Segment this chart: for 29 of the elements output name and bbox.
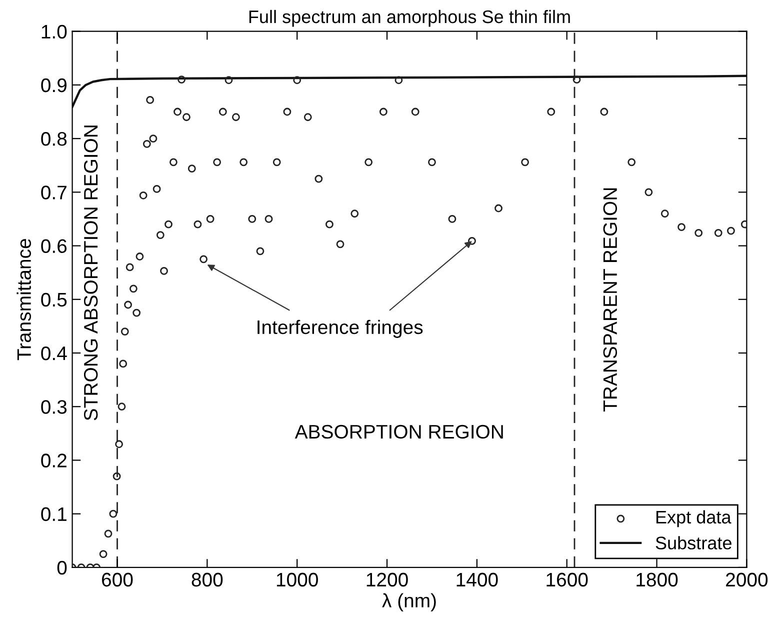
y-tick-label: 0.7	[41, 186, 66, 200]
x-tick-label: 1400	[456, 572, 498, 587]
legend-label: Substrate	[656, 536, 732, 550]
y-tick-label: 0.9	[41, 78, 67, 92]
y-tick-label: 0.2	[41, 454, 66, 468]
y-tick-label: 0.4	[41, 346, 67, 360]
chart-title: Full spectrum an amorphous Se thin film	[249, 10, 570, 27]
y-tick-label: 0.1	[41, 507, 66, 522]
x-tick-label: 1200	[366, 572, 408, 587]
annotation: TRANSPARENT REGION	[603, 188, 618, 412]
x-tick-label: 1000	[276, 572, 318, 587]
y-tick-label: 0.3	[41, 400, 67, 414]
x-tick-label: 1600	[546, 572, 588, 587]
annotation: Interference fringes	[258, 320, 423, 338]
legend-label: Expt data	[656, 510, 732, 528]
x-axis-title: λ (nm)	[382, 593, 436, 612]
x-tick-label: 1800	[636, 572, 678, 587]
y-tick-label: 0.8	[41, 132, 67, 146]
y-tick-label: 1.0	[42, 24, 67, 39]
y-tick-label: 0	[57, 560, 67, 575]
annotation: STRONG ABSORPTION REGION	[84, 126, 98, 420]
line-series	[72, 74, 747, 108]
x-tick-label: 600	[102, 572, 133, 587]
y-axis-title: Transmittance	[16, 239, 31, 360]
x-tick-label: 2000	[726, 572, 768, 587]
y-tick-label: 0.5	[41, 292, 67, 307]
annotation: ABSORPTION REGION	[294, 424, 503, 439]
y-tick-label: 0.6	[41, 239, 67, 254]
x-tick-label: 800	[192, 572, 223, 587]
